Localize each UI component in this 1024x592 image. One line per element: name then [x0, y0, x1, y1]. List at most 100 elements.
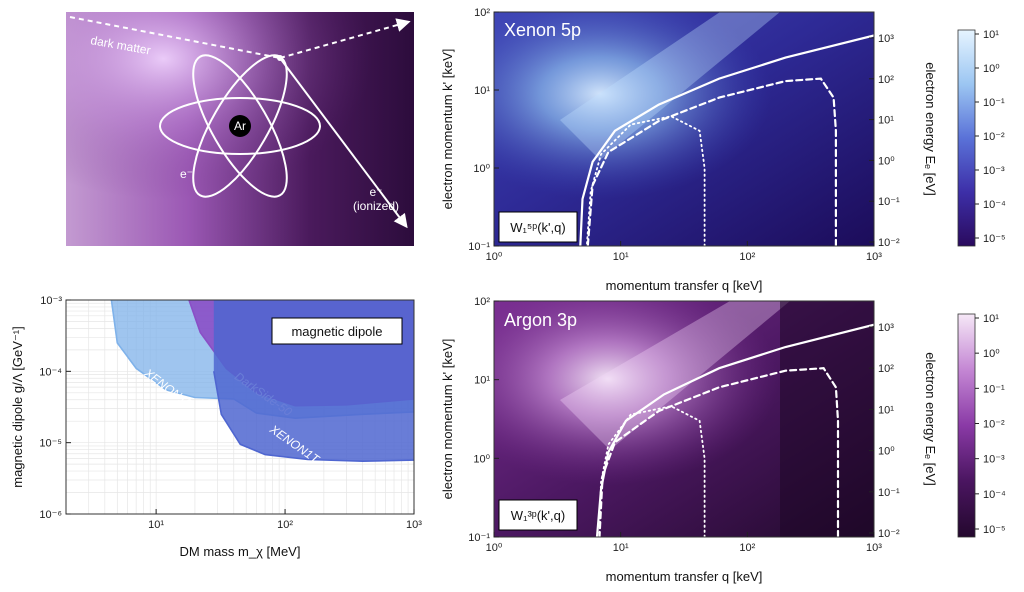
ar-y2-tick-label: 10³: [878, 322, 894, 334]
xe-y-tick-label: 10⁻¹: [468, 241, 490, 253]
xe-x-tick-label: 10²: [739, 251, 755, 263]
ionized-electron-path: [279, 57, 408, 229]
ar-y2-tick-label: 10⁻¹: [878, 487, 900, 499]
argon-y-axis-label: electron momentum k' [keV]: [440, 339, 455, 500]
xenon-heatmap-ridge: [560, 12, 780, 160]
exclusion-y-tick-label: 10⁻⁵: [39, 438, 62, 450]
xe-y-tick-label: 10²: [474, 7, 490, 19]
ar-colorbar-tick-label: 10⁻⁴: [983, 489, 1006, 501]
argon-y2-ticks: 10⁻² 10⁻¹ 10⁰ 10¹ 10² 10³: [869, 322, 900, 540]
xenon-x-axis-label: momentum transfer q [keV]: [606, 278, 763, 293]
argon-inset-label: W₁³ᵖ(k',q): [511, 508, 565, 523]
argon-colorbar-ticks: 10¹ 10⁰ 10⁻¹ 10⁻² 10⁻³ 10⁻⁴ 10⁻⁵: [975, 313, 1006, 536]
ar-y-tick-label: 10¹: [474, 375, 490, 387]
electron-orbits: [159, 54, 321, 198]
electron-label: e⁻: [180, 167, 193, 181]
ar-y2-tick-label: 10²: [878, 363, 894, 375]
argon-colorbar: [957, 313, 976, 538]
argon-x-axis-label: momentum transfer q [keV]: [606, 569, 763, 584]
argon-heatmap-panel: Argon 3p W₁³ᵖ(k',q) 10⁰ 10¹ 10² 10³ 10⁻¹10⁰…: [440, 296, 1006, 584]
ar-x-tick-label: 10²: [739, 542, 755, 554]
orbit-tilted-left: [192, 54, 288, 198]
xe-colorbar-tick-label: 10⁻²: [983, 131, 1005, 143]
orbit-tilted-right: [192, 54, 288, 198]
argon-y-ticks: 10⁻¹ 10⁰ 10¹ 10²: [468, 296, 499, 544]
outgoing-electron-sub: (ionized): [353, 199, 399, 213]
ar-x-tick-label: 10⁰: [486, 542, 503, 554]
ar-y2-tick-label: 10¹: [878, 404, 894, 416]
exclusion-y-tick-label: 10⁻⁴: [39, 366, 62, 378]
xenon-inset-box: [498, 211, 578, 243]
xenon-colorbar: [957, 29, 976, 247]
region-boundary-xenon1t: [213, 371, 414, 463]
exclusion-y-tick-label: 10⁻⁶: [39, 509, 62, 521]
xe-dotted-curve: [585, 115, 706, 246]
ar-x-tick-label: 10³: [866, 542, 882, 554]
exclusion-x-axis-label: DM mass m_χ [MeV]: [180, 544, 301, 559]
argon-nucleus: [229, 115, 251, 137]
argon-y2-axis-label: electron energy Eₑ [eV]: [923, 352, 938, 485]
xe-solid-curve: [579, 34, 874, 246]
argon-heatmap-ridge: [560, 301, 790, 450]
exclusion-x-tick-label: 10³: [406, 519, 422, 531]
xe-colorbar-tick-label: 10⁰: [983, 63, 1000, 75]
ar-dashed-curve: [598, 367, 840, 537]
xenon-inset-label: W₁⁵ᵖ(k',q): [510, 220, 565, 235]
xe-y2-tick-label: 10⁻¹: [878, 196, 900, 208]
orbit-horizontal: [159, 97, 321, 155]
xe-colorbar-tick-label: 10⁻⁵: [983, 233, 1006, 245]
xenon-plot-frame: [493, 11, 875, 247]
xenon-kinematic-curves: [579, 34, 874, 246]
xenon-colorbar-ticks: 10¹ 10⁰ 10⁻¹ 10⁻² 10⁻³ 10⁻⁴ 10⁻⁵: [975, 29, 1006, 245]
exclusion-x-tick-label: 10²: [277, 519, 293, 531]
xe-y2-tick-label: 10¹: [878, 115, 894, 127]
xe-x-tick-label: 10³: [866, 251, 882, 263]
ar-colorbar-tick-label: 10¹: [983, 313, 999, 325]
exclusion-plot-panel: XENON10DarkSide-50XENON1T magnetic dipol…: [10, 295, 422, 559]
xe-dashed-curve: [586, 77, 837, 246]
xenon-x-ticks: 10⁰ 10¹ 10² 10³: [486, 241, 882, 263]
argon-plot-frame: [493, 300, 875, 538]
ar-colorbar-tick-label: 10⁻⁵: [983, 524, 1006, 536]
ar-colorbar-tick-label: 10⁰: [983, 348, 1000, 360]
xe-y-tick-label: 10⁰: [473, 163, 490, 175]
ar-dotted-curve: [598, 405, 706, 537]
legend-box: [271, 317, 403, 345]
xe-y2-tick-label: 10²: [878, 74, 894, 86]
ar-y2-tick-label: 10⁰: [878, 446, 895, 458]
exclusion-y-ticks: 10⁻⁶ 10⁻⁵ 10⁻⁴ 10⁻³: [39, 295, 71, 521]
ar-y-tick-label: 10⁰: [473, 453, 490, 465]
xe-y-tick-label: 10¹: [474, 85, 490, 97]
ar-y-tick-label: 10²: [474, 296, 490, 308]
exclusion-plot-frame: [65, 299, 415, 515]
xe-y2-tick-label: 10⁻²: [878, 237, 900, 249]
exclusion-y-tick-label: 10⁻³: [40, 295, 62, 307]
ar-colorbar-tick-label: 10⁻¹: [983, 383, 1005, 395]
legend-box-label: magnetic dipole: [291, 324, 382, 339]
argon-kinematic-curves: [595, 323, 874, 537]
ar-colorbar-tick-label: 10⁻²: [983, 419, 1005, 431]
xenon-heatmap-panel: Xenon 5p W₁⁵ᵖ(k',q) 10⁰ 10¹ 10² 10³ 10⁻¹ 10⁰…: [440, 7, 1006, 293]
exclusion-y-axis-label: magnetic dipole g/Λ [GeV⁻¹]: [10, 326, 25, 488]
xenon-y2-axis-label: electron energy Eₑ [eV]: [923, 62, 938, 195]
ar-y-tick-label: 10⁻¹: [468, 532, 490, 544]
argon-heatmap-dark-edge: [780, 301, 874, 537]
argon-inset-box: [498, 499, 578, 531]
xe-colorbar-tick-label: 10¹: [983, 29, 999, 41]
xenon-y-ticks: 10⁻¹ 10⁰ 10¹ 10²: [468, 7, 499, 253]
xenon-title: Xenon 5p: [504, 20, 581, 40]
xe-y2-tick-label: 10⁰: [878, 155, 895, 167]
outgoing-electron-label: e⁻: [369, 185, 382, 199]
argon-title: Argon 3p: [504, 310, 577, 330]
xe-colorbar-tick-label: 10⁻¹: [983, 97, 1005, 109]
dark-matter-outgoing-path: [279, 18, 411, 59]
xe-colorbar-tick-label: 10⁻⁴: [983, 199, 1006, 211]
argon-x-ticks: 10⁰ 10¹ 10² 10³: [486, 532, 882, 554]
xenon-y2-ticks: 10⁻² 10⁻¹ 10⁰ 10¹ 10² 10³: [869, 33, 900, 249]
nucleus-label: Ar: [234, 119, 246, 133]
xe-colorbar-tick-label: 10⁻³: [983, 165, 1005, 177]
ar-x-tick-label: 10¹: [613, 542, 629, 554]
ar-y2-tick-label: 10⁻²: [878, 528, 900, 540]
ar-colorbar-tick-label: 10⁻³: [983, 454, 1005, 466]
